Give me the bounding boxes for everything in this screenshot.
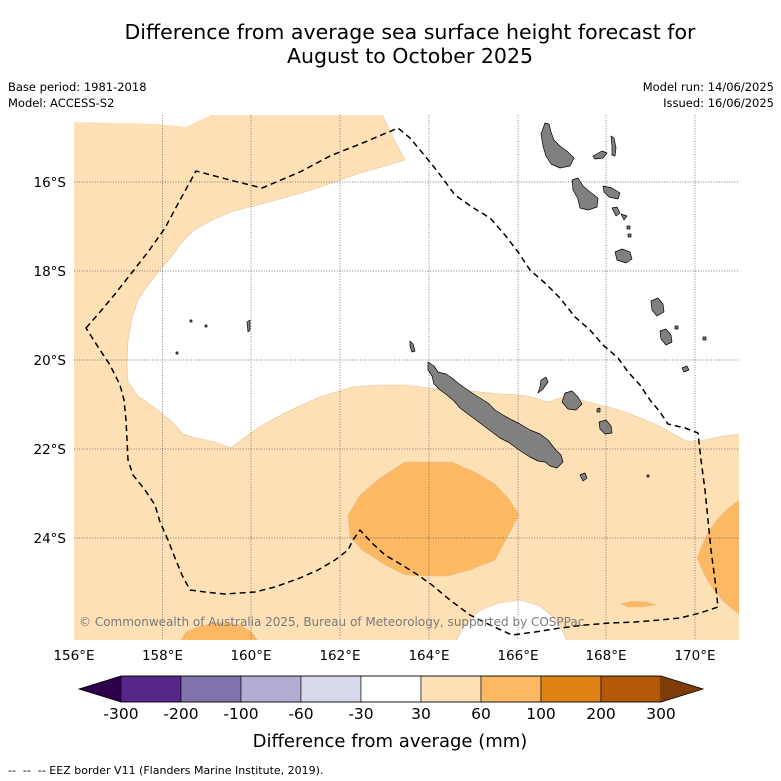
colorbar-segment [420,675,482,703]
colorbar-tick-label: 300 [646,705,676,723]
eez-border-line [85,127,719,636]
colorbar-segment [120,675,182,703]
island-reef-3 [175,351,179,355]
colorbar-tick-label: -60 [288,705,313,723]
land [175,122,707,482]
colorbar-tick-label: -30 [348,705,373,723]
island-erromango [650,297,665,317]
contour-60-to-100-southwest [180,621,258,640]
gridlines [74,115,739,640]
island-epi [620,213,628,221]
colorbar-tick-label: 200 [586,705,616,723]
colorbar-label: Difference from average (mm) [253,731,528,752]
base-period-text: Base period: 1981-2018 [8,80,147,94]
eez-border-legend-text: -- -- -- EEZ border V11 (Flanders Marine… [8,764,323,777]
model-text: Model: ACCESS-S2 [8,96,114,110]
lon-label: 170°E [674,648,715,664]
island-malo [592,150,608,160]
island-ambrym [602,185,621,200]
island-espiritu-santo [540,122,575,169]
colorbar-segment [300,675,362,703]
island-mare [598,419,613,435]
lon-label: 156°E [53,648,94,664]
island-aneityum [681,365,690,373]
colorbar-tick-label: -100 [223,705,258,723]
colorbar-segment [360,675,422,703]
colorbar-tick-label: -200 [163,705,198,723]
island-new-caledonia [427,361,564,469]
colorbar-outline [77,675,705,703]
island-efate [614,248,633,264]
contour-60-to-100-central [347,461,520,577]
island-belep [409,340,416,353]
contour-minus30-to-30-south [456,599,567,640]
copyright-text: © Commonwealth of Australia 2025, Bureau… [79,615,584,629]
colorbar-segment [180,675,242,703]
lon-label: 160°E [230,648,271,664]
lon-label: 166°E [497,648,538,664]
island-isle-of-pines [579,472,588,482]
map: © Commonwealth of Australia 2025, Bureau… [74,115,739,640]
colorbar-segment [540,675,602,703]
contour-60-to-100-small [618,600,657,608]
lat-label: 20°S [34,353,67,369]
island-paama [611,206,621,217]
island-reef-2 [204,324,208,328]
contour-60-to-100-east [696,499,739,615]
lat-label: 16°S [34,175,67,191]
island-lifou [561,390,583,411]
model-run-text: Model run: 14/06/2025 [643,80,774,94]
island-ouvea [537,376,549,394]
colorbar-extend-low [79,676,121,702]
lon-label: 158°E [142,648,183,664]
colorbar-segment [240,675,302,703]
lon-label: 164°E [408,648,449,664]
page-title-line-2: August to October 2025 [287,44,533,68]
latitude-labels: 16°S 18°S 20°S 22°S 24°S [34,175,67,547]
island-aniwa [674,325,679,330]
island-tanna [659,328,673,346]
lat-label: 22°S [34,442,67,458]
colorbar-tick-label: -300 [103,705,138,723]
lon-label: 162°E [319,648,360,664]
island-maewo-pentecost [610,135,617,157]
blank-above-map [74,115,212,127]
colorbar-tick-label: 30 [411,705,431,723]
island-tiga [596,407,601,413]
colorbar-tick-label: 100 [526,705,556,723]
colorbar: -300 -200 -100 -60 -30 30 60 100 200 300… [77,675,705,752]
island-shepherd-1 [626,225,631,230]
issued-text: Issued: 16/06/2025 [663,96,774,110]
lat-label: 18°S [34,264,67,280]
island-shepherd-2 [627,233,632,238]
island-futuna [702,336,707,341]
colorbar-extend-high [661,676,703,702]
longitude-labels: 156°E 158°E 160°E 162°E 164°E 166°E 168°… [53,648,715,664]
page-title-line-1: Difference from average sea surface heig… [125,20,697,44]
lon-label: 168°E [585,648,626,664]
island-reef-1 [189,319,193,323]
island-chesterfield [246,319,251,333]
island-malekula [571,177,599,211]
colorbar-segment [600,675,662,703]
island-walpole [646,474,650,478]
colorbar-segment [480,675,542,703]
lat-label: 24°S [34,531,67,547]
colorbar-tick-label: 60 [471,705,491,723]
